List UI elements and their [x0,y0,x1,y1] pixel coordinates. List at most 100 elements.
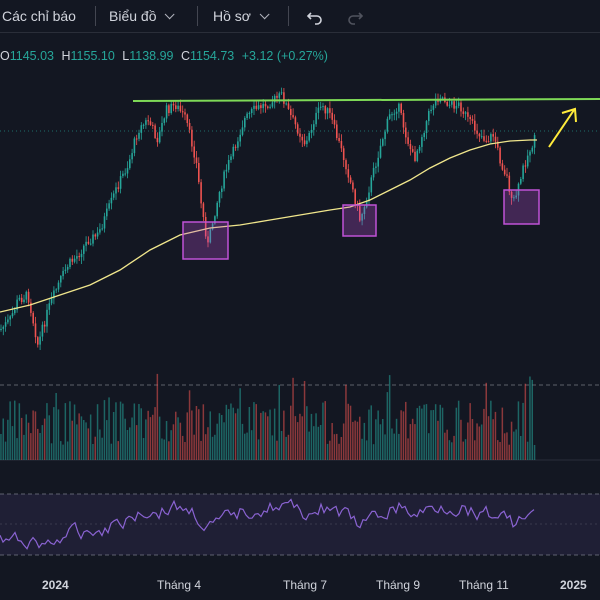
volume-bar [96,404,99,460]
candle-body [474,120,476,131]
candle-body [253,105,255,109]
candle-body [85,241,87,246]
volume-bar [133,403,136,460]
candle-body [200,182,202,204]
candle-body [108,203,110,209]
candle-body [448,104,451,106]
candle-body [46,309,48,327]
volume-bar [492,419,494,460]
candle-body [55,289,57,291]
volume-bar [260,412,262,460]
candlestick-series [0,87,536,350]
candle-body [158,131,161,143]
candle-body [172,103,175,106]
volume-bar [172,424,175,460]
candle-body [156,137,159,143]
candle-body [301,136,304,141]
volume-bar [53,407,55,460]
volume-bar [179,422,182,460]
candle-body [30,302,32,313]
volume-bar [156,373,159,460]
candle-body [501,163,504,170]
candle-body [16,299,18,310]
candle-body [434,99,437,106]
candle-body [395,111,398,114]
candle-body [467,112,469,117]
volume-bar [313,426,315,460]
volume-bar [434,404,437,460]
volume-bar [359,416,361,460]
candle-body [515,195,517,198]
undo-icon[interactable] [306,8,324,26]
candle-body [432,105,435,110]
volume-bar [147,410,149,460]
volume-bar [7,419,9,460]
volume-bar [372,444,375,460]
volume-bar [207,427,209,460]
candle-body [290,109,292,116]
candle-body [154,125,156,138]
volume-bar [326,443,329,460]
volume-bar [9,401,11,460]
candle-body [273,95,276,103]
volume-bar [476,423,478,460]
volume-bar [64,403,67,460]
redo-icon[interactable] [346,8,364,26]
candle-body [319,106,322,108]
volume-bar [331,423,333,460]
candle-body [292,115,294,118]
candle-body [60,276,62,283]
candle-body [425,121,428,133]
candle-body [255,105,258,109]
candle-body [529,151,531,156]
candle-body [386,118,389,132]
candle-body [244,118,246,128]
candle-body [53,290,55,299]
candle-body [11,313,14,317]
volume-bar [25,414,27,460]
volume-bar [292,377,294,460]
volume-bar [517,401,520,460]
volume-bar [510,421,513,460]
indicators-button[interactable]: Các chỉ báo [2,6,76,26]
volume-bar [30,433,32,460]
price-chart[interactable] [0,33,600,578]
candle-body [142,124,145,126]
candle-body [407,137,409,144]
candle-body [460,102,462,112]
volume-bar [73,404,76,460]
volume-bar [142,438,145,460]
volume-bar [0,434,2,460]
volume-bar [209,411,211,460]
candle-body [39,336,41,345]
candle-body [175,105,177,109]
candle-body [0,328,2,330]
candle-body [225,169,228,172]
volume-bar [485,382,487,460]
volume-bar [471,419,474,460]
candle-body [398,103,400,112]
volume-bar [16,438,18,460]
volume-bar [423,404,425,460]
volume-bar [416,408,418,460]
volume-bar [195,406,198,460]
candle-body [64,269,67,271]
volume-bar [11,426,14,460]
candle-body [446,102,448,106]
candle-body [457,102,460,106]
candle-body [414,151,416,161]
chart-type-button[interactable]: Biểu đồ [109,6,176,26]
volume-bar [352,421,354,460]
volume-bar [103,400,106,460]
volume-bar [198,409,200,460]
candle-body [455,105,458,109]
candle-body [299,133,301,137]
volume-bar [441,407,444,460]
profile-button[interactable]: Hồ sơ [213,6,270,26]
candle-body [62,270,64,277]
change-value: +3.12 (+0.27%) [241,49,328,63]
candle-body [221,188,223,192]
candle-body [57,282,60,290]
candle-body [115,187,117,194]
volume-bar [370,405,372,460]
